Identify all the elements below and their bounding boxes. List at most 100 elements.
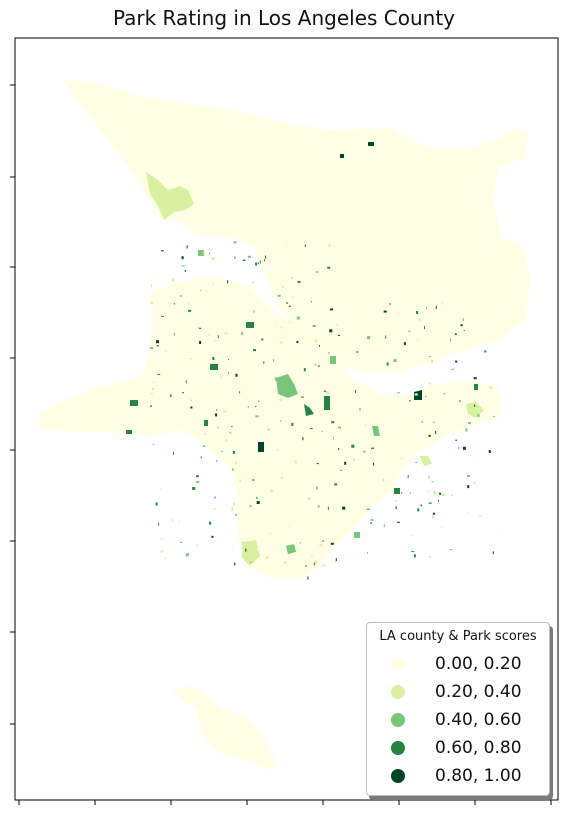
park-parcel [232, 548, 234, 550]
park-parcel [328, 244, 331, 247]
park-parcel [302, 467, 304, 471]
park-parcel [202, 538, 204, 541]
park-parcel [179, 382, 181, 385]
park-parcel [383, 524, 385, 528]
park-parcel [344, 461, 347, 465]
park-patch [324, 396, 330, 410]
park-parcel [394, 500, 397, 502]
park-parcel [188, 309, 192, 312]
park-parcel [245, 548, 247, 552]
park-parcel [253, 349, 256, 352]
park-parcel [406, 387, 410, 389]
park-parcel [372, 522, 375, 523]
park-patch [242, 540, 260, 566]
legend-label: 0.40, 0.60 [435, 710, 522, 730]
park-parcel [190, 399, 193, 402]
park-parcel [372, 462, 374, 466]
park-parcel [204, 433, 206, 435]
park-parcel [314, 560, 318, 564]
park-parcel [212, 282, 214, 286]
park-parcel [288, 321, 291, 323]
park-parcel [325, 391, 329, 394]
legend-swatch [391, 769, 405, 783]
park-parcel [181, 256, 184, 260]
park-parcel [450, 514, 452, 516]
park-parcel [224, 512, 226, 513]
park-parcel [302, 437, 304, 441]
park-parcel [392, 307, 395, 311]
park-parcel [291, 422, 294, 426]
park-parcel [367, 551, 369, 554]
park-parcel [319, 345, 320, 347]
park-parcel [211, 535, 214, 538]
park-parcel [463, 329, 465, 331]
legend-label: 0.20, 0.40 [435, 682, 522, 702]
park-parcel [488, 450, 491, 453]
park-parcel [330, 308, 333, 311]
park-parcel [266, 556, 269, 559]
park-parcel [421, 423, 424, 426]
park-parcel [150, 405, 152, 407]
park-parcel [253, 508, 255, 510]
park-parcel [411, 551, 415, 553]
park-parcel [296, 316, 300, 320]
park-parcel [188, 302, 190, 306]
park-parcel [231, 426, 233, 427]
park-parcel [418, 318, 421, 322]
park-parcel [455, 360, 458, 363]
park-parcel [317, 422, 319, 424]
park-parcel [366, 508, 370, 510]
park-parcel [160, 488, 162, 490]
park-parcel [454, 333, 457, 336]
park-parcel [340, 428, 344, 432]
park-parcel [307, 375, 311, 379]
park-parcel [323, 390, 326, 392]
park-parcel [351, 444, 355, 448]
park-parcel [228, 372, 230, 374]
park-parcel [283, 561, 287, 564]
park-parcel [242, 259, 246, 261]
park-parcel [164, 350, 167, 352]
park-parcel [316, 463, 319, 465]
park-parcel [172, 518, 174, 522]
park-parcel [228, 447, 230, 451]
legend-item: 0.20, 0.40 [391, 680, 522, 704]
park-parcel [433, 421, 435, 423]
park-parcel [337, 334, 340, 336]
park-parcel [414, 393, 418, 396]
region-valley [38, 276, 500, 580]
park-parcel [327, 266, 331, 269]
park-parcel [467, 485, 470, 489]
park-parcel [335, 558, 337, 562]
park-patch [414, 390, 422, 400]
park-parcel [211, 257, 215, 260]
park-patch [258, 442, 264, 452]
park-parcel [231, 509, 233, 512]
park-parcel [250, 561, 252, 563]
park-parcel [291, 410, 294, 412]
park-parcel [303, 368, 306, 372]
park-parcel [181, 265, 185, 267]
park-parcel [152, 443, 155, 445]
park-parcel [234, 461, 237, 465]
park-patch [368, 142, 374, 146]
park-parcel [150, 284, 152, 288]
park-parcel [307, 576, 309, 580]
park-parcel [220, 376, 223, 379]
park-patch [372, 426, 380, 436]
park-patch [330, 356, 336, 364]
park-parcel [235, 513, 237, 516]
park-parcel [179, 520, 180, 523]
park-parcel [334, 483, 338, 486]
park-parcel [322, 564, 326, 567]
park-parcel [385, 335, 387, 339]
park-parcel [451, 368, 455, 370]
park-parcel [241, 332, 243, 336]
park-parcel [330, 542, 334, 545]
park-parcel [308, 497, 310, 500]
legend-item: 0.00, 0.20 [391, 652, 522, 676]
park-parcel [492, 551, 494, 555]
park-parcel [322, 540, 325, 542]
park-parcel [429, 356, 431, 357]
park-parcel [244, 500, 248, 504]
